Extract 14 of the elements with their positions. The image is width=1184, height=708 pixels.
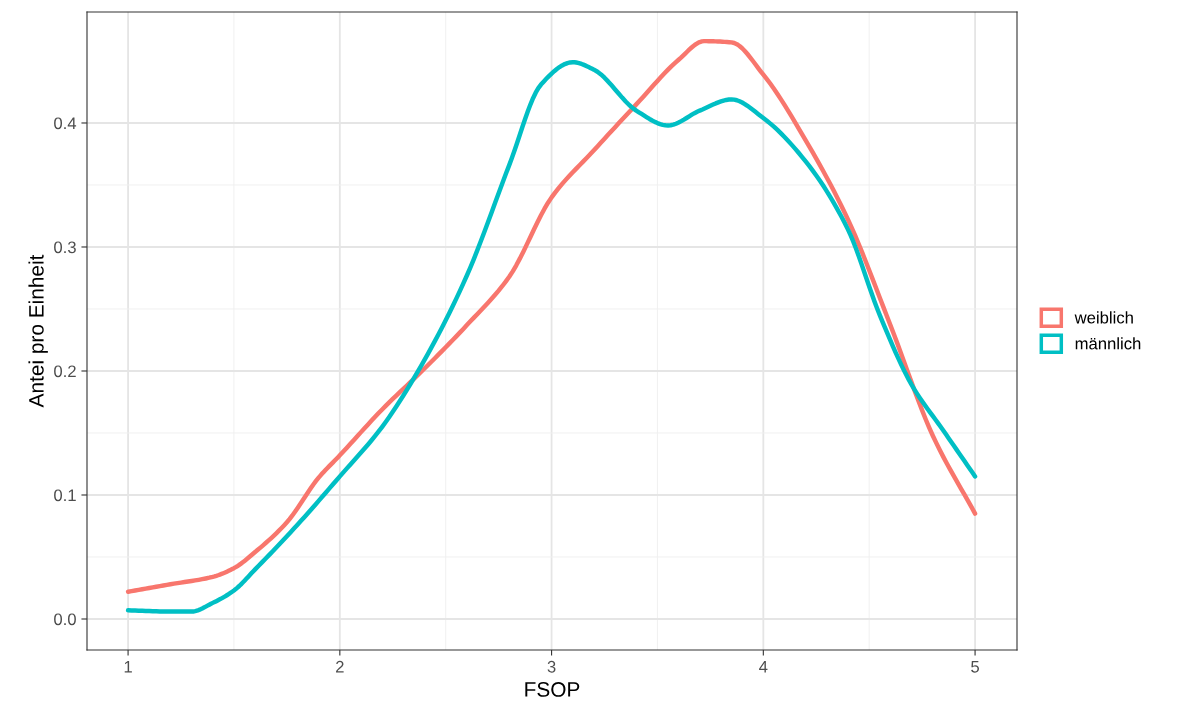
y-tick-label: 0.0	[54, 613, 76, 626]
y-tick-label: 0.2	[54, 365, 76, 378]
y-tick-label: 0.4	[54, 117, 77, 130]
x-tick-label: 1	[124, 661, 132, 673]
x-tick-label: 4	[759, 661, 768, 673]
y-axis-title: Antei pro Einheit	[28, 254, 48, 408]
x-tick-label: 3	[547, 660, 556, 673]
x-tick-label: 5	[971, 661, 980, 673]
legend-label: männlich	[1075, 337, 1141, 350]
y-tick-label: 0.3	[54, 241, 76, 254]
x-axis-title: FSOP	[525, 682, 580, 697]
legend-label: weiblich	[1074, 311, 1133, 324]
x-tick-label: 2	[336, 660, 344, 673]
y-tick-label: 0.1	[54, 489, 76, 502]
